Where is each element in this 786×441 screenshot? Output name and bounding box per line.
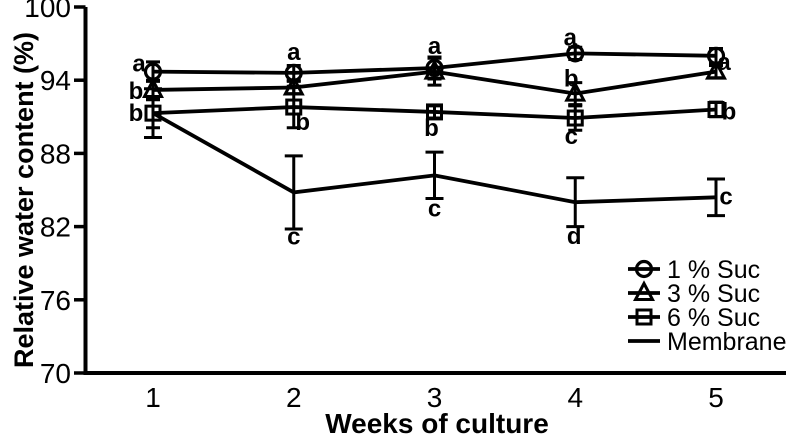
sig-letter: a	[132, 51, 146, 78]
triangle-marker	[705, 58, 727, 80]
legend-item-membrane: Membrane	[628, 328, 786, 356]
legend-item-6-suc: 6 % Suc	[628, 304, 760, 332]
sig-letter: c	[719, 183, 732, 210]
legend-label: 6 % Suc	[667, 304, 760, 332]
sig-letter: b	[295, 109, 310, 136]
sig-letter: c	[565, 123, 578, 150]
circle-marker	[566, 44, 585, 63]
series-markers-3-suc	[142, 58, 727, 102]
sig-letter: a	[287, 39, 301, 66]
square-marker	[144, 104, 162, 122]
legend-item-1-suc: 1 % Suc	[628, 256, 760, 284]
x-axis-title: Weeks of culture	[325, 408, 549, 439]
sig-letter: a	[428, 33, 442, 60]
triangle-marker	[564, 80, 587, 102]
y-tick-label: 70	[40, 358, 71, 389]
sig-letter: d	[567, 223, 582, 250]
y-axis-title: Relative water content (%)	[9, 32, 39, 368]
sig-letter: b	[129, 78, 144, 105]
sig-letter: c	[287, 223, 300, 250]
triangle-marker	[282, 74, 305, 96]
triangle-marker	[633, 280, 655, 301]
sig-letter: c	[428, 195, 441, 222]
series-markers-6-suc	[144, 98, 725, 127]
legend-label: 3 % Suc	[667, 280, 760, 308]
series-line-1-suc	[152, 51, 717, 75]
x-tick-label: 2	[286, 382, 302, 413]
circle-marker	[634, 259, 654, 279]
series-line-6-suc	[152, 105, 717, 120]
square-marker	[635, 308, 653, 326]
square-marker	[707, 100, 725, 118]
x-tick-label: 1	[145, 382, 161, 413]
legend-label: Membrane	[667, 328, 786, 356]
x-tick-label: 4	[567, 382, 583, 413]
sig-letter: b	[424, 115, 439, 142]
square-marker	[566, 109, 584, 127]
triangle-marker	[423, 58, 446, 80]
series-line-membrane	[152, 111, 717, 205]
y-tick-label: 94	[40, 65, 71, 96]
sig-letter: a	[564, 24, 578, 51]
sig-letter: b	[564, 66, 579, 93]
series-line-3-suc	[152, 69, 717, 96]
x-tick-label: 5	[708, 382, 724, 413]
triangle-marker	[142, 77, 164, 98]
x-tick-label: 3	[427, 382, 443, 413]
legend-item-3-suc: 3 % Suc	[628, 280, 760, 308]
tick-labels: 70 76 82 88 94 100 1 2 3 4 5	[24, 0, 724, 413]
sig-letter: a	[717, 49, 731, 76]
legend-label: 1 % Suc	[667, 256, 760, 284]
square-marker	[285, 98, 303, 116]
square-marker	[426, 103, 443, 121]
y-tick-label: 76	[40, 285, 71, 316]
y-tick-label: 100	[24, 0, 71, 23]
sig-letter: b	[722, 98, 737, 125]
axes	[74, 5, 786, 375]
sig-letter: b	[129, 100, 144, 127]
y-tick-label: 88	[40, 138, 71, 169]
y-tick-label: 82	[40, 212, 71, 243]
